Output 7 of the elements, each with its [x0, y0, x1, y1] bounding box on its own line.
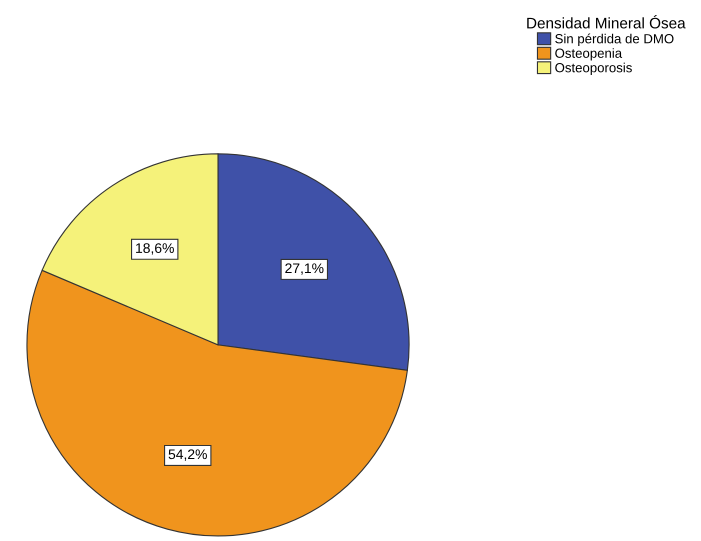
legend-label: Osteoporosis	[555, 62, 632, 75]
legend-label: Osteopenia	[555, 48, 622, 60]
data-label: 27,1%	[285, 263, 324, 275]
legend-title: Densidad Mineral Ósea	[527, 15, 686, 29]
data-label: 54,2%	[168, 449, 207, 461]
legend-label: Sin pérdida de DMO	[555, 34, 674, 46]
data-label: 18,6%	[136, 243, 174, 255]
